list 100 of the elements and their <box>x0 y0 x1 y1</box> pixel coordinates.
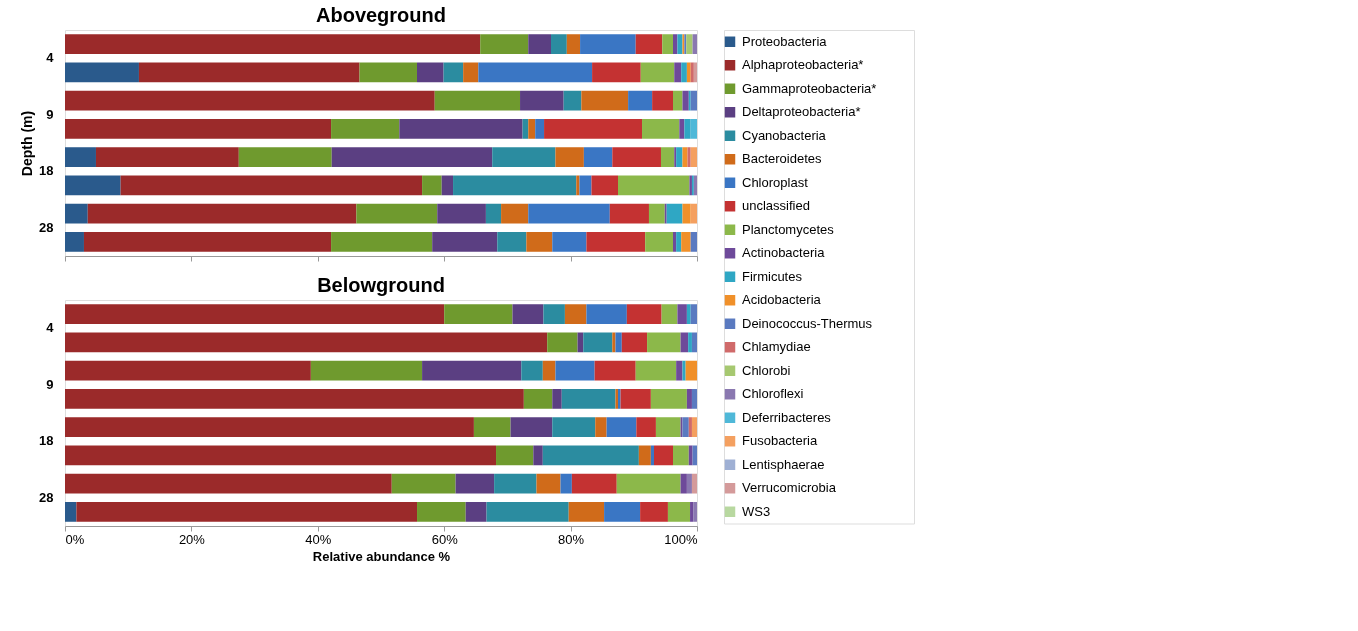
bar <box>65 203 88 224</box>
bar <box>682 203 691 224</box>
y-tick-label: 4 <box>46 320 55 336</box>
bar <box>432 231 498 252</box>
y-tick-label: 18 <box>39 163 54 179</box>
bar <box>535 118 545 139</box>
bar <box>238 147 332 168</box>
chart-title: Aboveground <box>316 4 446 26</box>
bar <box>520 90 564 111</box>
bar <box>666 203 683 224</box>
bar <box>652 90 673 111</box>
legend-label: Firmicutes <box>742 268 803 284</box>
bar <box>485 203 502 224</box>
bar <box>478 62 593 83</box>
legend-label: Planctomycetes <box>742 221 835 237</box>
bar <box>592 62 641 83</box>
bar <box>453 175 577 196</box>
bar <box>660 147 675 168</box>
bar <box>528 118 536 139</box>
bar <box>580 34 636 55</box>
legend-label: Cyanobacteria <box>742 127 827 143</box>
bar <box>687 147 691 168</box>
bar <box>551 34 567 55</box>
bar <box>581 90 629 111</box>
x-tick-label: 0% <box>65 531 85 547</box>
bar <box>684 118 691 139</box>
x-tick-label: 60% <box>431 531 459 547</box>
y-tick-label: 9 <box>46 106 54 122</box>
legend-label: Gammaproteobacteria* <box>742 80 877 96</box>
bar <box>692 34 697 55</box>
x-tick-label: 40% <box>305 531 332 547</box>
bar <box>65 62 139 83</box>
y-tick-label: 4 <box>46 50 55 66</box>
legend-label: WS3 <box>742 503 771 519</box>
bar <box>679 118 685 139</box>
bar <box>662 34 673 55</box>
chart-title: Belowground <box>317 274 445 296</box>
bar <box>544 118 643 139</box>
bar <box>609 203 649 224</box>
bar <box>676 231 682 252</box>
bar <box>690 90 697 111</box>
legend-label: Bacteroidetes <box>742 151 822 167</box>
bar <box>120 175 423 196</box>
bar <box>528 34 552 55</box>
legend-label: Lentisphaerae <box>742 456 825 472</box>
bar <box>501 203 529 224</box>
legend-label: unclassified <box>742 198 810 214</box>
bar <box>563 90 582 111</box>
bar <box>65 34 481 55</box>
legend-label: Chloroflexi <box>742 386 804 402</box>
y-tick-label: 28 <box>39 489 54 505</box>
legend-label: Alphaproteobacteria* <box>742 57 864 73</box>
bar <box>681 62 687 83</box>
legend-label: Deinococcus-Thermus <box>742 315 873 331</box>
bar <box>528 203 610 224</box>
bar <box>65 231 84 252</box>
x-tick-label: 20% <box>178 531 206 547</box>
y-axis-title: Depth (m) <box>19 110 36 177</box>
bar <box>635 34 663 55</box>
bar <box>65 175 121 196</box>
bar <box>690 147 697 168</box>
bar <box>677 34 683 55</box>
bar <box>331 118 400 139</box>
legend-label: Chlorobi <box>742 362 791 378</box>
bar <box>682 147 688 168</box>
bar <box>690 203 697 224</box>
bar <box>686 34 693 55</box>
bar <box>422 175 442 196</box>
bar <box>417 62 444 83</box>
bar <box>672 231 677 252</box>
legend-label: Chlamydiae <box>742 339 811 355</box>
bar <box>618 175 690 196</box>
bar <box>526 231 553 252</box>
bar <box>640 62 675 83</box>
bar <box>612 147 661 168</box>
bar <box>690 118 697 139</box>
bar <box>566 34 581 55</box>
bar <box>359 62 418 83</box>
x-axis-title: Relative abundance % <box>312 548 451 564</box>
bar <box>65 147 96 168</box>
bar <box>586 231 646 252</box>
bar <box>579 175 592 196</box>
bar <box>356 203 438 224</box>
bar <box>65 118 332 139</box>
bar <box>648 203 665 224</box>
legend-label: Deferribacteres <box>742 409 832 425</box>
bar <box>443 62 464 83</box>
bar <box>674 62 682 83</box>
bar <box>138 62 360 83</box>
bar <box>642 118 680 139</box>
bar <box>437 203 486 224</box>
bar <box>83 231 332 252</box>
legend-label: Chloroplast <box>742 174 809 190</box>
bar <box>331 147 493 168</box>
bar <box>591 175 618 196</box>
bar <box>676 147 683 168</box>
bar <box>681 231 691 252</box>
bar <box>95 147 239 168</box>
bar <box>555 147 584 168</box>
bar <box>682 90 689 111</box>
